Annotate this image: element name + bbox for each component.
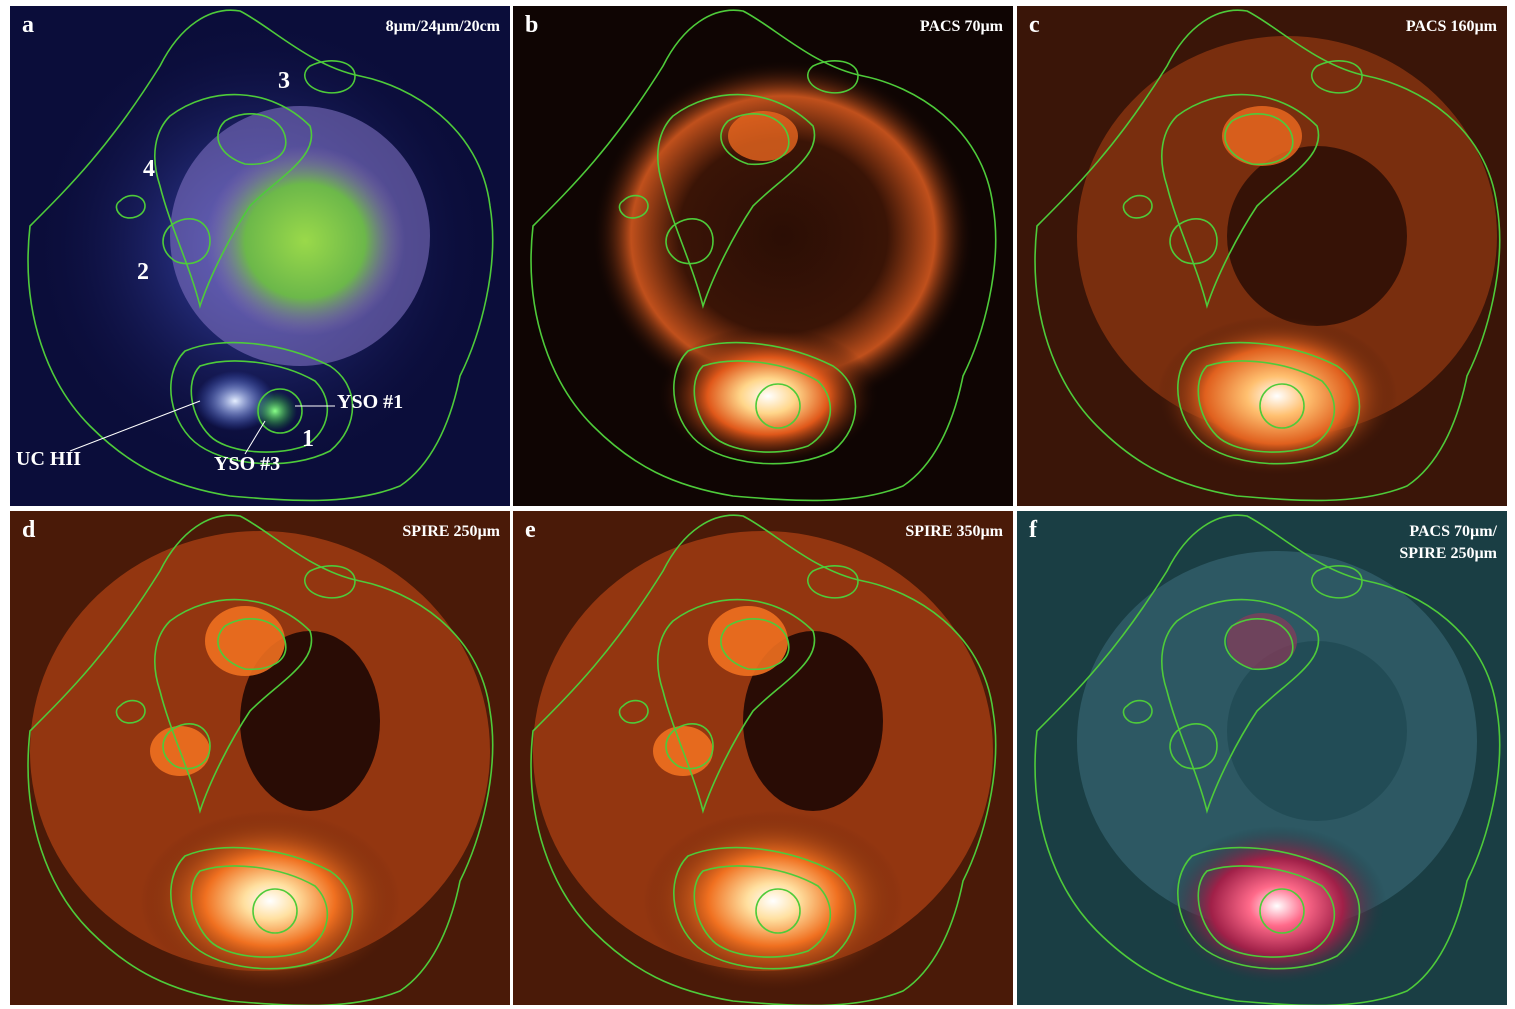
panel-label: c	[1029, 12, 1040, 38]
panel-title-line2: SPIRE 250µm	[1399, 545, 1497, 562]
panel-title: SPIRE 250µm	[402, 523, 500, 540]
panel-label: d	[22, 517, 36, 543]
panel-e-image	[513, 511, 1013, 1005]
panel-title: PACS 160µm	[1405, 18, 1497, 35]
panel-f-contours	[1034, 514, 1501, 1005]
panel-title-line1: PACS 70µm/	[1409, 523, 1497, 540]
panel-label: f	[1029, 517, 1037, 543]
clump-2-label: 2	[137, 259, 149, 285]
panel-b: b PACS 70µm	[513, 6, 1013, 506]
panel-d: d SPIRE 250µm	[10, 511, 510, 1005]
clump-1-label: 1	[302, 426, 314, 452]
uchii-label: UC HII	[16, 448, 82, 470]
panel-c-image	[1017, 6, 1507, 506]
panel-c: c PACS 160µm	[1017, 6, 1507, 506]
panel-a-image	[10, 6, 510, 506]
panel-b-image	[513, 6, 1013, 506]
clump-4-label: 4	[143, 156, 155, 182]
panel-title: PACS 70µm	[919, 18, 1003, 35]
panel-label: a	[22, 12, 34, 38]
clump-3-label: 3	[278, 68, 290, 94]
yso-3-label: YSO #3	[214, 453, 281, 475]
panel-a: a 8µm/24µm/20cm 3 4 2 1 YSO #1 YSO #3 UC…	[10, 6, 510, 506]
yso-1-label: YSO #1	[337, 391, 404, 413]
panel-c-contours	[1034, 9, 1501, 502]
panel-e: e SPIRE 350µm	[513, 511, 1013, 1005]
panel-b-contours	[530, 9, 997, 502]
panel-label: b	[525, 12, 539, 38]
panel-e-contours	[530, 514, 997, 1005]
panel-f-image	[1017, 511, 1507, 1005]
panel-d-contours	[27, 514, 494, 1005]
panel-title: 8µm/24µm/20cm	[385, 18, 500, 35]
panel-f: f PACS 70µm/ SPIRE 250µm	[1017, 511, 1507, 1005]
panel-title: SPIRE 350µm	[905, 523, 1003, 540]
panel-title: PACS 70µm/ SPIRE 250µm	[1399, 521, 1497, 565]
panel-d-image	[10, 511, 510, 1005]
panel-label: e	[525, 517, 536, 543]
